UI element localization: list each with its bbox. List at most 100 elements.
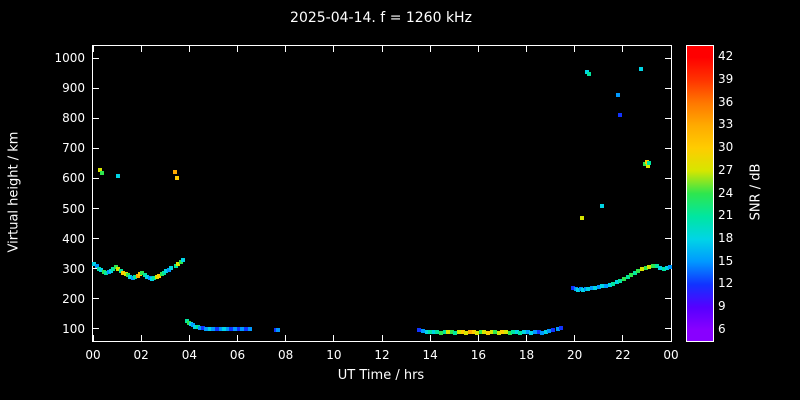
y-axis-tick xyxy=(93,298,99,300)
data-point xyxy=(500,329,505,334)
data-point xyxy=(496,330,501,335)
data-point xyxy=(439,330,443,335)
data-point xyxy=(92,262,97,267)
x-axis-tick xyxy=(188,335,190,341)
data-point xyxy=(240,326,245,331)
data-point xyxy=(118,268,123,273)
data-point xyxy=(211,327,216,332)
data-point xyxy=(150,276,154,281)
data-point xyxy=(159,272,164,277)
x-axis-tick xyxy=(285,335,287,341)
data-point xyxy=(195,325,200,330)
y-axis-tick xyxy=(93,328,99,330)
data-point xyxy=(573,287,578,292)
data-point xyxy=(101,269,106,274)
y-axis-tick xyxy=(93,57,99,59)
data-point xyxy=(176,262,181,267)
data-point xyxy=(579,215,584,220)
data-point xyxy=(162,270,167,275)
data-point xyxy=(145,274,150,279)
data-point xyxy=(154,275,159,280)
data-point xyxy=(618,278,623,283)
x-axis-tick-label: 18 xyxy=(518,348,535,362)
data-point xyxy=(178,260,183,265)
data-point xyxy=(97,266,102,271)
y-axis-tick-label: 700 xyxy=(62,141,85,156)
data-point xyxy=(204,326,209,331)
data-point xyxy=(603,283,608,288)
y-axis-tick xyxy=(665,87,671,89)
y-axis-tick xyxy=(665,208,671,210)
data-point xyxy=(642,162,647,166)
data-point xyxy=(485,330,490,335)
data-point xyxy=(247,327,252,332)
plot-area: 100 200 300 400 500 600 700 800 900 1000 00 02 04 06 0… xyxy=(54,45,679,362)
colorbar-tick-label: 18 xyxy=(718,230,734,245)
x-axis-tick xyxy=(188,46,190,52)
x-axis-tick-label: 04 xyxy=(181,348,197,362)
colorbar-tick-label: 15 xyxy=(718,253,734,268)
data-point xyxy=(640,267,645,272)
data-point xyxy=(424,329,429,334)
data-point xyxy=(116,266,121,271)
data-point xyxy=(236,327,241,332)
x-axis-tick xyxy=(574,335,576,341)
data-point xyxy=(632,270,637,275)
colorbar-tick-label: 39 xyxy=(718,72,734,87)
data-point xyxy=(511,329,516,334)
data-point xyxy=(611,281,616,286)
colorbar-tick-label: 33 xyxy=(718,117,734,132)
data-point xyxy=(184,318,189,323)
data-point xyxy=(667,264,672,269)
x-axis-tick xyxy=(622,335,624,341)
data-point xyxy=(522,329,527,334)
x-axis-tick-label: 06 xyxy=(229,348,246,362)
data-point xyxy=(586,71,591,76)
data-point xyxy=(571,286,576,291)
data-point xyxy=(200,326,205,331)
data-point xyxy=(99,268,104,273)
colorbar-labels: 6 9 12 15 18 21 24 27 30 33 36 39 42 xyxy=(718,45,752,340)
data-point xyxy=(169,266,174,271)
y-axis-tick xyxy=(93,177,99,179)
data-point xyxy=(94,263,99,268)
data-point xyxy=(207,326,212,331)
y-axis-tick xyxy=(93,268,99,270)
data-point xyxy=(113,265,118,270)
data-point xyxy=(647,161,652,166)
data-point xyxy=(142,272,147,277)
data-point xyxy=(489,329,494,334)
data-point xyxy=(431,330,436,335)
y-axis-tick-label: 400 xyxy=(62,231,85,246)
y-axis-tick xyxy=(93,238,99,240)
data-point xyxy=(457,329,462,334)
colorbar-tick-label: 42 xyxy=(718,49,734,64)
data-point xyxy=(467,329,472,334)
colorbar-tick-label: 30 xyxy=(718,140,734,155)
data-point xyxy=(446,330,451,335)
x-axis-tick xyxy=(285,46,287,52)
x-axis-tick xyxy=(92,335,94,341)
x-axis-tick-label: 00 xyxy=(85,348,101,362)
data-point xyxy=(115,174,120,179)
y-axis-tick xyxy=(665,328,671,330)
data-point xyxy=(600,204,605,209)
x-axis-tick xyxy=(622,46,624,52)
x-axis-tick-label: 16 xyxy=(470,348,486,362)
data-point xyxy=(222,326,227,331)
x-axis-tick xyxy=(526,46,527,52)
y-axis-tick-label: 1000 xyxy=(54,51,85,66)
data-point xyxy=(478,329,483,334)
colorbar-tick-label: 6 xyxy=(718,321,726,336)
x-axis-tick xyxy=(429,46,431,52)
data-point xyxy=(625,275,630,280)
data-point xyxy=(525,330,530,335)
data-point xyxy=(665,265,670,270)
data-point xyxy=(125,273,130,278)
y-axis-tick xyxy=(665,117,671,119)
data-point xyxy=(532,329,537,334)
y-axis-tick xyxy=(665,177,671,179)
y-axis-tick-label: 100 xyxy=(62,321,85,336)
y-axis-tick-label: 300 xyxy=(62,261,85,276)
